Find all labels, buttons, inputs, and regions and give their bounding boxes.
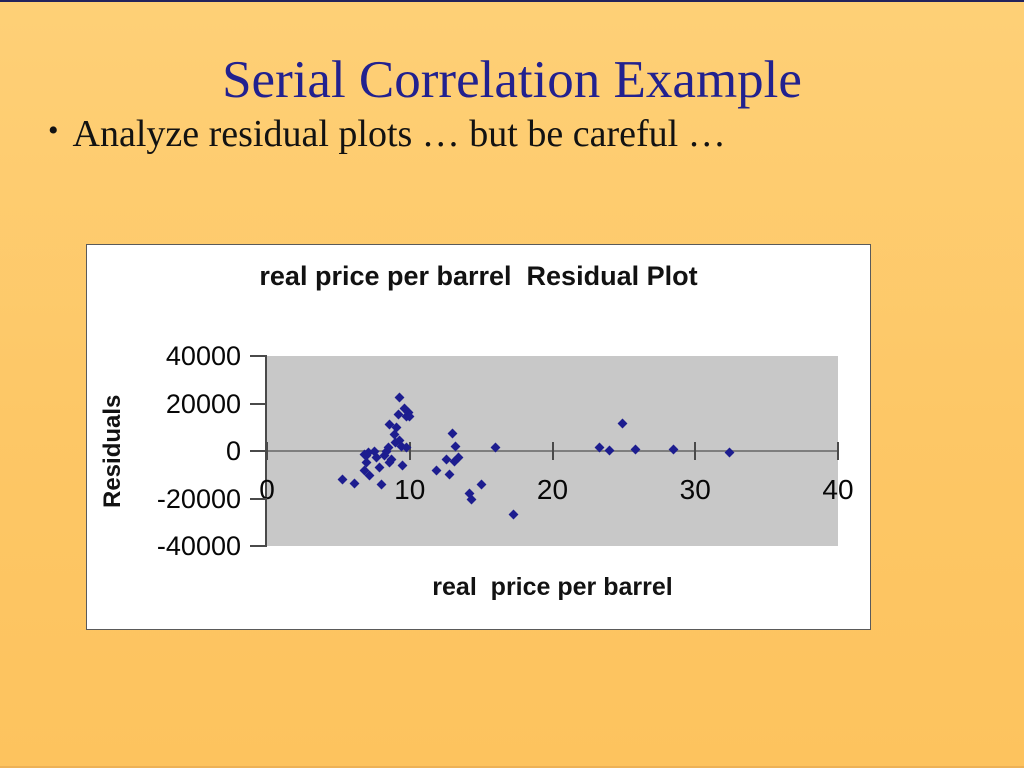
x-axis-tick <box>837 442 839 460</box>
slide-title: Serial Correlation Example <box>222 50 802 109</box>
scatter-point <box>374 462 385 473</box>
scatter-point <box>604 445 615 456</box>
x-axis-tick-label: 10 <box>394 474 426 505</box>
bullet-item: • Analyze residual plots … but be careful… <box>48 112 988 156</box>
slide-bottom-edge <box>0 766 1024 768</box>
x-axis-tick-label: 30 <box>679 474 711 505</box>
x-axis-tick <box>408 442 411 460</box>
x-axis-tick <box>266 442 268 460</box>
scatter-point <box>476 479 487 489</box>
scatter-point <box>447 428 458 439</box>
chart-object: real price per barrel Residual Plot Resi… <box>86 244 871 630</box>
y-axis-tick <box>250 450 267 452</box>
y-axis-tick-label: 20000 <box>165 388 241 419</box>
bullet-text: Analyze residual plots … but be careful … <box>72 113 726 155</box>
y-axis-tick <box>250 402 267 405</box>
x-axis-tick-label: 0 <box>259 474 275 505</box>
scatter-point <box>397 461 408 471</box>
chart-title: real price per barrel Residual Plot <box>259 261 698 291</box>
x-axis-tick-label: 20 <box>536 474 569 505</box>
scatter-point <box>617 418 628 429</box>
scatter-point <box>509 509 519 520</box>
plot-area: 0 10 20 30 40 40000 20000 0 -20000 -40000 <box>157 343 854 560</box>
bullet-icon: • <box>48 114 59 147</box>
x-axis-tick <box>694 442 697 460</box>
x-axis-tick-label: 40 <box>822 474 854 505</box>
y-axis-tick-label: 0 <box>225 436 241 466</box>
x-axis-tick <box>551 442 554 460</box>
y-axis-tick <box>250 545 267 547</box>
scatter-point <box>337 474 348 485</box>
y-axis-tick <box>250 355 267 357</box>
slide-top-edge <box>0 0 1024 2</box>
x-axis-title: real price per barrel <box>432 573 673 601</box>
y-axis-tick-label: 40000 <box>165 341 241 371</box>
scatter-point <box>630 444 641 455</box>
y-axis-tick <box>250 497 267 500</box>
scatter-point <box>394 392 405 403</box>
y-axis-tick-label: -40000 <box>156 531 241 561</box>
y-axis-tick-label: -20000 <box>156 483 241 514</box>
scatter-point <box>668 444 679 455</box>
